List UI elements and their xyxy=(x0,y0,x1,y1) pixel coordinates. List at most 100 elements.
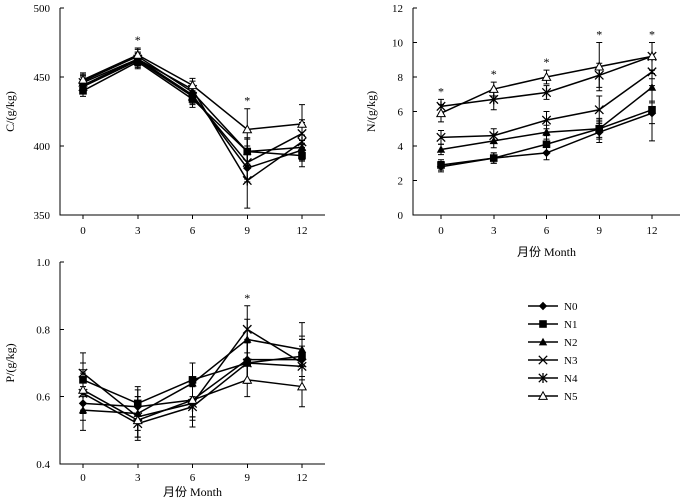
x-axis-label: 月份 Month xyxy=(163,485,222,499)
x-tick-label: 12 xyxy=(297,472,308,484)
data-point xyxy=(77,74,89,84)
y-tick-label: 350 xyxy=(34,210,51,222)
data-point xyxy=(647,67,657,77)
y-tick-label: 0.6 xyxy=(36,392,50,404)
significance-marker: * xyxy=(544,55,550,69)
data-point xyxy=(489,130,499,141)
legend-marker xyxy=(538,337,548,346)
data-point xyxy=(594,61,605,71)
data-point xyxy=(541,87,552,98)
series-n5 xyxy=(435,42,658,123)
significance-marker: * xyxy=(596,28,602,42)
x-tick-label: 9 xyxy=(245,472,251,484)
y-tick-label: 8 xyxy=(398,72,404,84)
data-point xyxy=(77,384,89,394)
legend-label: N1 xyxy=(564,319,577,331)
x-tick-label: 3 xyxy=(135,225,141,237)
x-tick-label: 6 xyxy=(190,225,196,237)
data-point xyxy=(488,83,499,93)
legend-item-n0: N0 xyxy=(528,301,578,313)
significance-marker: * xyxy=(244,291,250,305)
y-tick-label: 12 xyxy=(392,3,403,15)
data-point xyxy=(594,105,604,115)
legend-item-n1: N1 xyxy=(528,319,577,331)
series-line xyxy=(82,59,303,164)
significance-marker: * xyxy=(649,28,655,42)
y-tick-label: 10 xyxy=(392,38,404,50)
axis-lines xyxy=(59,8,325,216)
y-tick-label: 4 xyxy=(398,141,404,153)
data-point xyxy=(436,145,446,153)
data-point xyxy=(242,175,252,186)
x-tick-label: 3 xyxy=(135,472,141,484)
series-n5 xyxy=(77,47,308,151)
y-axis-label: C/(g/kg) xyxy=(3,91,17,132)
x-tick-label: 9 xyxy=(245,225,251,237)
legend-item-n3: N3 xyxy=(528,355,578,367)
legend-marker xyxy=(538,301,548,311)
x-tick-label: 0 xyxy=(80,225,86,237)
x-tick-label: 12 xyxy=(647,225,658,237)
y-tick-label: 6 xyxy=(398,107,404,119)
data-point xyxy=(132,49,143,59)
y-tick-label: 2 xyxy=(398,176,404,188)
legend-item-n4: N4 xyxy=(528,373,578,385)
data-point xyxy=(242,124,253,134)
significance-marker: * xyxy=(491,67,497,81)
data-point xyxy=(187,80,198,90)
y-axis-label: P/(g/kg) xyxy=(3,343,17,382)
y-axis-label: N/(g/kg) xyxy=(364,91,378,132)
data-point xyxy=(541,71,552,81)
series-n5 xyxy=(77,362,308,438)
legend-label: N3 xyxy=(564,355,578,367)
data-point xyxy=(132,415,143,425)
y-tick-label: 0.4 xyxy=(36,459,50,471)
y-tick-label: 400 xyxy=(34,141,51,153)
x-tick-label: 6 xyxy=(190,472,196,484)
x-tick-label: 9 xyxy=(597,225,603,237)
x-tick-label: 6 xyxy=(544,225,550,237)
data-point xyxy=(242,324,252,334)
x-tick-label: 0 xyxy=(80,472,86,484)
data-point xyxy=(542,128,551,136)
legend-item-n5: N5 xyxy=(528,390,578,403)
legend-label: N5 xyxy=(564,391,578,403)
data-point xyxy=(436,132,446,143)
data-point xyxy=(435,107,447,118)
data-point xyxy=(542,140,551,149)
data-point xyxy=(489,154,498,162)
data-point xyxy=(648,105,656,114)
y-tick-label: 450 xyxy=(34,72,51,84)
x-tick-label: 0 xyxy=(438,225,444,237)
legend-label: N0 xyxy=(564,301,578,313)
y-tick-label: 0.8 xyxy=(36,324,50,336)
x-axis-label: 月份 Month xyxy=(517,245,576,259)
chart-panel-phosphorus: 0.4 0.6 0.8 1.0 0 3 6 9 12 P/(g/kg) 月份 Month * xyxy=(3,257,325,499)
y-tick-label: 1.0 xyxy=(36,257,50,269)
data-point xyxy=(187,394,198,404)
significance-marker: * xyxy=(438,84,444,98)
data-point xyxy=(595,124,604,133)
legend-marker xyxy=(539,320,547,328)
chart-panel-carbon: 350 400 450 500 0 3 6 9 12 C/(g/kg) * * xyxy=(3,3,325,237)
series-line xyxy=(82,60,303,157)
legend-marker xyxy=(537,390,549,400)
chart-panel-nitrogen: 0 2 4 6 8 10 12 0 3 6 9 12 N/(g/kg) 月份 Month * * * * * xyxy=(364,3,680,259)
significance-marker: * xyxy=(244,94,250,108)
legend-item-n2: N2 xyxy=(528,337,577,349)
data-point xyxy=(646,51,658,61)
data-point xyxy=(647,83,657,91)
x-tick-label: 12 xyxy=(297,225,308,237)
y-tick-label: 500 xyxy=(34,3,51,15)
chart-legend: N0 N1 N2 N3 N4 N5 xyxy=(528,301,578,403)
data-point xyxy=(541,115,552,125)
legend-marker xyxy=(538,355,548,365)
data-point xyxy=(296,381,308,391)
data-point xyxy=(242,374,253,384)
data-point xyxy=(296,118,308,128)
legend-label: N2 xyxy=(564,337,577,349)
legend-marker xyxy=(538,373,548,383)
data-point xyxy=(437,161,445,169)
series-line xyxy=(82,58,303,182)
